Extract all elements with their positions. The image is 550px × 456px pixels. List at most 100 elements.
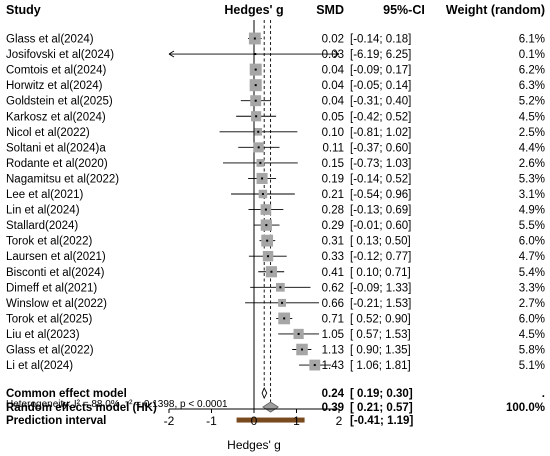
smd-value: 0.11 xyxy=(322,142,344,154)
ci-value: [-0.09; 1.33] xyxy=(350,282,411,294)
weight-value: 5.8% xyxy=(519,345,545,357)
ci-value: [-0.14; 0.52] xyxy=(350,173,411,185)
smd-value: 0.19 xyxy=(322,173,344,185)
x-tick-label: -2 xyxy=(164,414,175,428)
smd-value: 0.66 xyxy=(322,298,344,310)
point-estimate xyxy=(254,99,257,102)
study-row: Nicol et al(2022) 0.10 [-0.81; 1.02] 2.5% xyxy=(6,127,545,139)
smd-value: 0.28 xyxy=(322,205,344,217)
study-row: Josifovski et al(2024) 0.03 [-6.19; 6.25] 0… xyxy=(6,49,545,61)
smd-value: 0.05 xyxy=(322,111,344,123)
weight-value: 4.9% xyxy=(519,205,545,217)
weight-value: 6.0% xyxy=(519,236,545,248)
point-estimate xyxy=(265,224,268,227)
header-ci: 95%-CI xyxy=(383,3,425,17)
weight-value: 5.5% xyxy=(519,220,545,232)
smd-value: 1.13 xyxy=(322,345,344,357)
header-smd: SMD xyxy=(316,3,344,17)
summary-smd: 0.24 xyxy=(322,388,345,400)
prediction-bar xyxy=(236,417,305,423)
smd-value: 1.05 xyxy=(322,329,344,341)
study-label: Bisconti et al(2024) xyxy=(6,267,105,279)
weight-value: 5.2% xyxy=(519,96,545,108)
weight-value: 4.4% xyxy=(519,142,545,154)
study-row: Dimeff et al(2021) 0.62 [-0.09; 1.33] 3.3% xyxy=(6,282,545,294)
summary-ci: [ 0.19; 0.30] xyxy=(350,388,413,400)
ci-value: [ 1.06; 1.81] xyxy=(350,360,411,372)
random-effect-row: Random effects model (HK) 0.39 [ 0.21; 0.5… xyxy=(6,401,545,414)
smd-value: 0.04 xyxy=(322,65,345,77)
summary-label: Common effect model xyxy=(6,388,127,400)
study-label: Liu et al(2023) xyxy=(6,329,80,341)
ci-value: [ 0.57; 1.53] xyxy=(350,329,411,341)
ci-value: [-0.31; 0.40] xyxy=(350,96,411,108)
study-row: Lee et al(2021) 0.21 [-0.54; 0.96] 3.1% xyxy=(6,189,545,201)
study-label: Lin et al(2024) xyxy=(6,205,80,217)
ci-value: [-0.13; 0.69] xyxy=(350,205,411,217)
header-hedges: Hedges' g xyxy=(224,3,283,17)
smd-value: 0.31 xyxy=(322,236,344,248)
point-estimate xyxy=(279,286,282,289)
x-tick-label: 2 xyxy=(336,414,343,428)
summary-rows: Common effect model 0.24[ 0.19; 0.30] .Ran… xyxy=(6,386,545,427)
study-label: Dimeff et al(2021) xyxy=(6,282,97,294)
summary-diamond xyxy=(261,386,268,400)
study-row: Comtois et al(2024) 0.04 [-0.09; 0.17] 6.2% xyxy=(6,63,545,77)
point-estimate xyxy=(283,317,286,320)
ci-value: [-0.12; 0.77] xyxy=(350,251,411,263)
study-label: Nagamitsu et al(2022) xyxy=(6,173,119,185)
weight-value: 0.1% xyxy=(519,49,545,61)
study-label: Laursen et al(2021) xyxy=(6,251,106,263)
point-estimate xyxy=(261,193,264,195)
ci-value: [-0.73; 1.03] xyxy=(350,158,411,170)
ci-value: [-0.05; 0.14] xyxy=(350,80,411,92)
study-row: Rodante et al(2020) 0.15 [-0.73; 1.03] 2.6% xyxy=(6,158,545,170)
study-label: Stallard(2024) xyxy=(6,220,78,232)
point-estimate xyxy=(270,270,273,273)
study-label: Josifovski et al(2024) xyxy=(6,49,114,61)
study-row: Liu et al(2023) 1.05 [ 0.57; 1.53] 4.5% xyxy=(6,328,545,341)
ci-value: [ 0.10; 0.71] xyxy=(350,267,411,279)
study-row: Glass et al(2022) 1.13 [ 0.90; 1.35] 5.8% xyxy=(6,343,545,357)
ci-value: [-0.01; 0.60] xyxy=(350,220,411,232)
study-row: Bisconti et al(2024) 0.41 [ 0.10; 0.71] 5.4… xyxy=(6,266,545,279)
smd-value: 0.71 xyxy=(322,313,344,325)
weight-value: 5.4% xyxy=(519,267,545,279)
summary-diamond xyxy=(262,401,280,413)
smd-value: 0.15 xyxy=(322,158,344,170)
weight-value: 5.3% xyxy=(519,173,545,185)
ci-value: [ 0.90; 1.35] xyxy=(350,345,411,357)
point-estimate xyxy=(257,130,260,133)
study-row: Li et al(2024) 1.43 [ 1.06; 1.81] 5.1% xyxy=(6,359,545,372)
point-estimate xyxy=(281,301,284,304)
point-estimate xyxy=(259,161,262,164)
study-label: Goldstein et al(2025) xyxy=(6,96,113,108)
weight-value: 3.3% xyxy=(519,282,545,294)
prediction-row: Prediction interval [-0.41; 1.19] xyxy=(6,415,413,427)
ci-value: [ 0.13; 0.50] xyxy=(350,236,411,248)
study-row: Nagamitsu et al(2022) 0.19 [-0.14; 0.52] 5.… xyxy=(6,172,545,185)
smd-value: 0.10 xyxy=(322,127,344,139)
study-label: Winslow et al(2022) xyxy=(6,298,107,310)
study-row: Laursen et al(2021) 0.33 [-0.12; 0.77] 4.7% xyxy=(6,250,545,263)
point-estimate xyxy=(266,239,269,242)
point-estimate xyxy=(255,115,258,118)
summary-smd: 0.39 xyxy=(322,402,344,414)
study-row: Winslow et al(2022) 0.66 [-0.21; 1.53] 2.7% xyxy=(6,298,545,310)
heterogeneity-text: Heterogeneity: I² = 88.0%, τ² = 0.1398, … xyxy=(6,399,228,410)
study-row: Karkosz et al(2024) 0.05 [-0.42; 0.52] 4.5% xyxy=(6,111,545,123)
common-effect-row: Common effect model 0.24 [ 0.19; 0.30]. xyxy=(6,386,545,400)
point-estimate xyxy=(297,332,300,335)
smd-value: 0.21 xyxy=(322,189,344,201)
ci-value: [-0.54; 0.96] xyxy=(350,189,411,201)
point-estimate xyxy=(254,53,257,56)
x-tick-label: 0 xyxy=(251,414,258,428)
smd-value: 1.43 xyxy=(322,360,344,372)
study-label: Torok et al(2022) xyxy=(6,236,92,248)
weight-value: 2.6% xyxy=(519,158,545,170)
study-label: Glass et al(2022) xyxy=(6,345,94,357)
point-estimate xyxy=(257,146,260,149)
smd-value: 0.04 xyxy=(322,80,345,92)
ci-value: [-6.19; 6.25] xyxy=(350,49,411,61)
weight-value: 4.5% xyxy=(519,111,545,123)
